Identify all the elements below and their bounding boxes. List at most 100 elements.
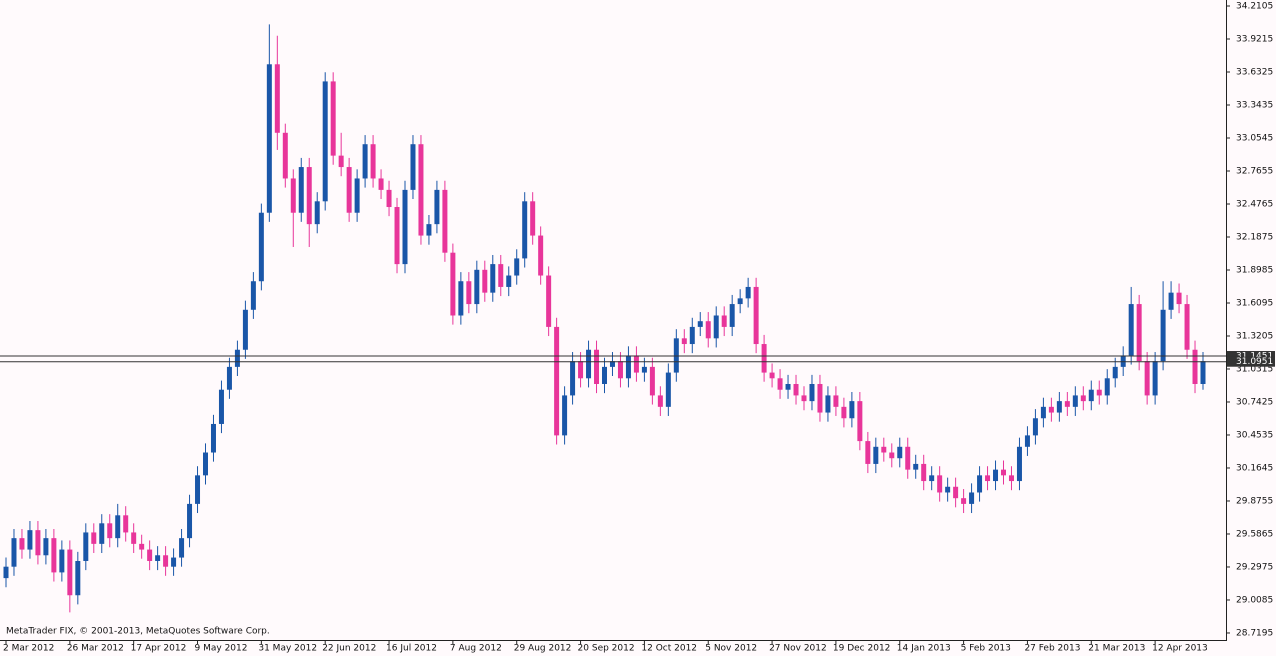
candle-body — [139, 543, 145, 550]
candle-body — [27, 530, 33, 550]
candle-body — [554, 326, 560, 436]
candle-body — [1184, 304, 1190, 350]
candle-body — [681, 338, 687, 345]
candle-body — [929, 475, 935, 482]
y-tick-label: 29.0085 — [1236, 595, 1273, 605]
candle-body — [306, 167, 312, 225]
candle-body — [1024, 435, 1030, 447]
candle-body — [881, 446, 887, 453]
candle-body — [578, 361, 584, 379]
candle-body — [809, 384, 815, 402]
candle-body — [833, 395, 839, 407]
candle-body — [538, 235, 544, 276]
candle-body — [745, 286, 751, 299]
y-tick-label: 32.4765 — [1236, 199, 1273, 209]
candle-body — [793, 384, 799, 396]
y-tick-label: 33.9215 — [1236, 34, 1273, 44]
x-tick-label: 2 Mar 2012 — [3, 644, 54, 654]
candle-body — [187, 503, 193, 539]
candle-body — [1120, 355, 1126, 367]
candle-body — [210, 423, 216, 453]
candle-body — [1160, 309, 1166, 362]
candle-body — [131, 532, 137, 544]
candle-body — [1192, 349, 1198, 384]
candle-body — [171, 557, 177, 567]
candle-body — [913, 463, 919, 470]
candle-body — [250, 281, 256, 310]
candle-body — [769, 372, 775, 379]
candle-body — [665, 372, 671, 407]
candle-body — [266, 64, 272, 213]
candle-body — [290, 178, 296, 213]
candle-body — [801, 395, 807, 402]
candle-body — [1040, 406, 1046, 419]
x-tick-label: 12 Apr 2013 — [1152, 644, 1208, 654]
candle-body — [609, 361, 615, 367]
candle-body — [777, 378, 783, 390]
footer: MetaTrader FIX, © 2001-2013, MetaQuotes … — [6, 627, 270, 637]
candle-body — [322, 81, 328, 202]
candle-body — [1088, 389, 1094, 402]
candle-body — [450, 252, 456, 316]
candle-body — [1056, 401, 1062, 413]
candle-body — [506, 275, 512, 287]
candle-body — [546, 275, 552, 327]
candle-body — [67, 549, 73, 596]
candle-body — [1112, 366, 1118, 379]
candle-body — [721, 315, 727, 327]
candle-body — [1128, 304, 1134, 356]
candle-body — [282, 132, 288, 179]
y-tick-label: 30.4535 — [1236, 430, 1273, 440]
candle-body — [1176, 292, 1182, 305]
x-tick-label: 17 Apr 2012 — [131, 644, 187, 654]
candle-body — [1008, 475, 1014, 482]
y-tick-label: 31.8985 — [1236, 265, 1273, 275]
candle-body — [498, 264, 504, 287]
y-tick-label: 29.8755 — [1236, 496, 1273, 506]
candle-body — [761, 344, 767, 373]
candle-body — [3, 566, 9, 579]
candle-body — [482, 269, 488, 293]
candle-body — [242, 309, 248, 350]
candle-body — [530, 201, 536, 236]
candle-body — [354, 178, 360, 213]
candle-body — [426, 224, 432, 236]
candle-body — [889, 452, 895, 459]
candle-body — [825, 395, 831, 413]
y-tick-label: 32.1875 — [1236, 232, 1273, 242]
candle-body — [1104, 378, 1110, 396]
candle-body — [179, 538, 185, 558]
y-tick-label: 29.5865 — [1236, 529, 1273, 539]
candle-body — [314, 201, 320, 225]
candle-body — [689, 326, 695, 345]
candle-body — [602, 366, 607, 384]
candle-body — [466, 281, 472, 305]
candle-body — [234, 349, 240, 367]
candle-body — [849, 401, 855, 419]
y-tick-label: 30.1645 — [1236, 463, 1273, 473]
candle-body — [729, 304, 735, 327]
candle-body — [985, 475, 991, 482]
candle-body — [937, 475, 943, 493]
candle-body — [570, 361, 576, 396]
price-label: 31.0951 — [1236, 357, 1273, 367]
candle-body — [594, 349, 600, 384]
candle-body — [1016, 446, 1022, 482]
x-tick-label: 27 Nov 2012 — [769, 644, 827, 654]
candle-body — [1048, 406, 1054, 413]
candle-body — [905, 446, 911, 470]
candle-body — [657, 395, 663, 407]
x-tick-label: 14 Jan 2013 — [897, 644, 951, 654]
price-label-box — [1227, 356, 1275, 367]
candle-body — [442, 189, 448, 253]
x-tick-label: 7 Aug 2012 — [450, 644, 502, 654]
candle-body — [705, 321, 711, 339]
y-tick-label: 32.7655 — [1236, 166, 1273, 176]
candle-body — [338, 155, 344, 168]
y-tick-label: 31.0315 — [1236, 364, 1273, 374]
candle-body — [19, 538, 25, 550]
x-tick-label: 21 Mar 2013 — [1088, 644, 1145, 654]
x-tick-label: 5 Feb 2013 — [961, 644, 1011, 654]
